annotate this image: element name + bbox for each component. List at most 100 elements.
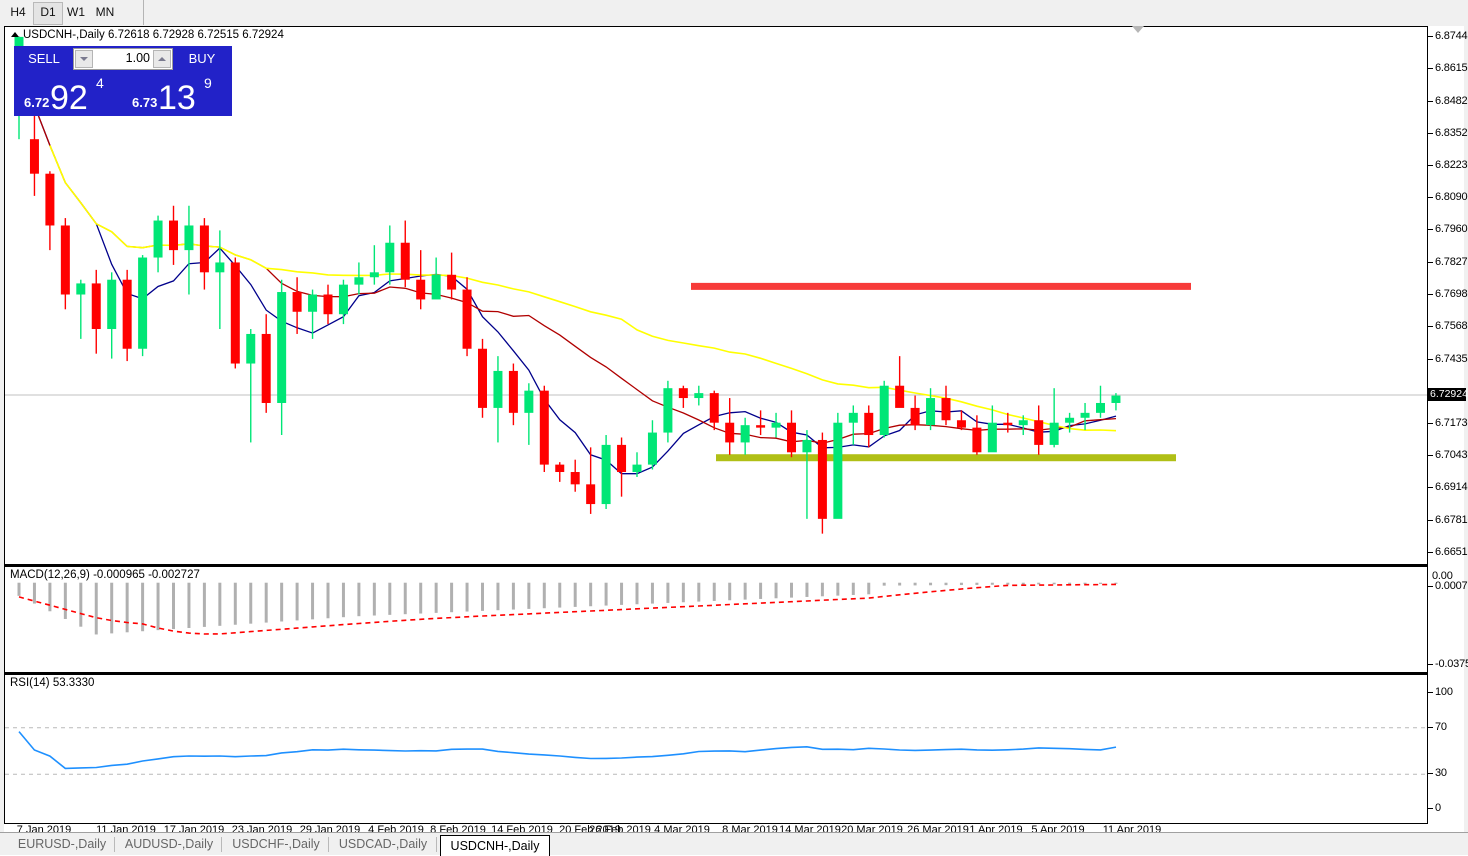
candlestick: [756, 410, 766, 436]
symbol-tab-usdcad[interactable]: USDCAD-,Daily: [338, 837, 428, 851]
price-tick-label: 6.66515: [1435, 546, 1468, 558]
sell-button[interactable]: SELL: [17, 48, 71, 70]
price-tick: [1428, 132, 1433, 134]
macd-scale[interactable]: 0.000779 -0.037579 0.00: [1428, 566, 1468, 674]
candlestick: [400, 220, 410, 288]
current-price-tag: 6.72924: [1428, 387, 1468, 401]
candlestick: [524, 383, 534, 445]
price-tick: [1428, 520, 1433, 522]
candlestick: [802, 430, 812, 519]
candlestick: [169, 205, 178, 265]
sell-price-display[interactable]: 6.72 92 4: [16, 72, 122, 114]
candlestick: [972, 415, 982, 455]
candlestick: [555, 462, 565, 482]
chart-shift-marker-icon[interactable]: [1132, 26, 1144, 33]
price-plot: [5, 36, 1427, 534]
candlestick: [740, 417, 750, 455]
chevron-up-icon: [158, 57, 166, 61]
candlestick: [416, 250, 426, 310]
buy-price-display[interactable]: 6.73 13 9: [124, 72, 230, 114]
candlestick: [338, 279, 348, 325]
collapse-triangle-icon[interactable]: [11, 32, 19, 37]
price-tick: [1428, 36, 1433, 37]
volume-increase-button[interactable]: [153, 50, 171, 68]
symbol-tab-usdcnh[interactable]: USDCNH-,Daily: [440, 835, 550, 856]
price-tick-label: 6.86150: [1435, 61, 1468, 74]
candlestick: [45, 171, 55, 251]
buy-price-fraction: 9: [204, 75, 212, 91]
macd-signal-line: [18, 583, 1117, 635]
candlestick: [369, 245, 379, 285]
symbol-tab-audusd[interactable]: AUDUSD-,Daily: [124, 837, 214, 851]
candlestick: [138, 255, 148, 357]
price-pane[interactable]: USDCNH-,Daily 6.72618 6.72928 6.72515 6.…: [4, 26, 1428, 566]
candlestick: [29, 114, 39, 196]
chart-window: USDCNH-,Daily 6.72618 6.72928 6.72515 6.…: [4, 26, 1468, 824]
price-tick-label: 6.79605: [1435, 223, 1468, 236]
support-line[interactable]: [716, 454, 1176, 462]
price-tick: [1428, 229, 1433, 231]
candlestick: [864, 405, 874, 448]
price-tick: [1428, 325, 1433, 327]
sell-price-prefix: 6.72: [24, 95, 50, 110]
period-button-h4[interactable]: H4: [10, 5, 26, 19]
one-click-trading-panel[interactable]: SELL 1.00 BUY 6.72 92 4 6.73 13 9: [14, 46, 232, 116]
sell-price-fraction: 4: [96, 75, 104, 91]
price-tick: [1428, 552, 1433, 553]
price-tick-label: 6.71730: [1435, 417, 1468, 430]
candlestick: [848, 405, 858, 445]
rsi-line: [18, 731, 1117, 770]
tab-separator: [328, 837, 329, 852]
price-scale[interactable]: 6.87445 6.86150 6.84820 6.83525 6.82230 6.809…: [1428, 26, 1468, 566]
candlestick: [122, 269, 132, 362]
price-tick: [1428, 455, 1433, 457]
candlestick: [910, 395, 920, 431]
rsi-tick: [1428, 773, 1433, 775]
tab-separator: [436, 837, 437, 852]
resistance-line[interactable]: [691, 282, 1191, 290]
rsi-pane[interactable]: RSI(14) 53.3330: [4, 674, 1428, 824]
period-button-d1[interactable]: D1: [33, 2, 63, 25]
macd-tick: [1428, 586, 1433, 587]
price-tick: [1428, 67, 1433, 69]
chevron-down-icon: [80, 57, 88, 61]
rsi-plot: [5, 727, 1427, 775]
volume-stepper[interactable]: 1.00: [73, 48, 173, 70]
macd-pane[interactable]: MACD(12,26,9) -0.000965 -0.002727: [4, 566, 1428, 674]
one-click-top-row: SELL 1.00 BUY: [15, 47, 231, 71]
symbol-tab-usdchf[interactable]: USDCHF-,Daily: [232, 837, 320, 851]
candlestick: [1049, 388, 1059, 448]
macd-tick-label: 0.000779: [1435, 580, 1468, 592]
price-tick-label: 6.87445: [1435, 30, 1468, 42]
period-button-mn[interactable]: MN: [95, 5, 115, 19]
candlestick: [354, 262, 364, 295]
volume-decrease-button[interactable]: [75, 50, 93, 68]
macd-title: MACD(12,26,9) -0.000965 -0.002727: [10, 569, 200, 581]
buy-button[interactable]: BUY: [175, 48, 229, 70]
candlestick: [292, 277, 302, 334]
price-tick: [1428, 423, 1433, 425]
rsi-tick-label: 100: [1435, 686, 1453, 698]
symbol-tab-eurusd[interactable]: EURUSD-,Daily: [17, 837, 107, 851]
candlestick: [586, 447, 596, 514]
candlestick: [462, 277, 472, 357]
candlestick: [431, 257, 441, 300]
candlestick: [323, 284, 333, 325]
candlestick: [1003, 412, 1013, 433]
candlestick: [1065, 412, 1075, 433]
candlestick: [539, 385, 549, 473]
candlestick: [833, 412, 843, 519]
candlestick: [261, 314, 271, 413]
rsi-tick-label: 70: [1435, 720, 1447, 733]
candlestick: [787, 410, 796, 458]
rsi-title: RSI(14) 53.3330: [10, 677, 95, 689]
price-tick: [1428, 164, 1433, 166]
candlestick: [941, 385, 951, 426]
rsi-tick: [1428, 726, 1433, 728]
rsi-scale[interactable]: 100 70 30 0: [1428, 674, 1464, 824]
period-button-w1[interactable]: W1: [67, 5, 85, 19]
volume-value: 1.00: [125, 51, 150, 65]
buy-price-main: 13: [158, 79, 196, 114]
price-tick: [1428, 100, 1433, 102]
